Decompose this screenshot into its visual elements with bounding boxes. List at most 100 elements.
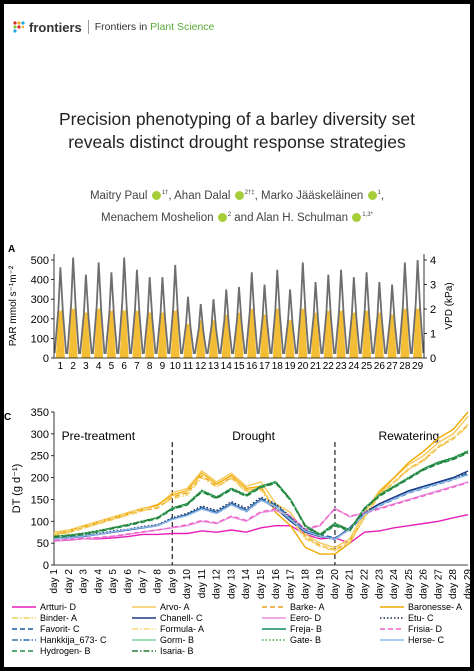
panel-c-x-tick-label: day 6	[123, 569, 134, 594]
legend-entry: Freja- B	[262, 624, 322, 634]
panel-c-x-tick-label: day 3	[79, 569, 90, 594]
phase-label: Drought	[232, 429, 275, 443]
legend-entry: Hydrogen- B	[12, 646, 91, 656]
panel-c-x-tick-label: day 25	[404, 569, 415, 599]
panel-a-day-label: 28	[399, 361, 411, 370]
orcid-icon[interactable]	[217, 213, 227, 223]
panel-c-x-tick-label: day 17	[286, 569, 297, 599]
vpd-line	[53, 257, 425, 354]
par-area	[54, 307, 424, 358]
panel-a-day-label: 27	[387, 361, 399, 370]
legend-label: Frisia- D	[408, 624, 442, 634]
journal-name[interactable]: Frontiers in Plant Science	[95, 21, 215, 33]
panel-c-y-tick-label: 250	[31, 451, 49, 463]
panel-c-x-tick-label: day 14	[241, 569, 252, 599]
panel-c-x-tick-label: day 9	[167, 569, 178, 594]
panel-c-x-tick-label: day 23	[374, 569, 385, 599]
panel-a-day-label: 22	[323, 361, 335, 370]
panel-c-x-tick-label: day 10	[182, 569, 193, 599]
logo-text: frontiers	[29, 19, 82, 35]
legend-label: Chanell- C	[160, 613, 203, 623]
panel-c-x-tick-label: day 13	[226, 569, 237, 599]
panel-c-y-tick-label: 50	[37, 538, 49, 550]
panel-c-x-tick-label: day 4	[93, 569, 104, 594]
author-affiliation: 1	[377, 190, 381, 196]
panel-a-day-label: 2	[70, 361, 76, 370]
header-divider	[87, 20, 89, 34]
panel-a-day-label: 13	[208, 361, 220, 370]
legend-label: Hankkija_673- C	[40, 635, 107, 645]
panel-c-y-tick-label: 150	[31, 494, 49, 506]
journal-header: frontiers Frontiers in Plant Science	[12, 16, 214, 38]
panel-c-x-tick-label: day 20	[330, 569, 341, 599]
orcid-icon[interactable]	[367, 191, 377, 201]
legend-label: Isaria- B	[160, 646, 194, 656]
panel-a-right-tick-label: 1	[430, 329, 436, 341]
legend-label: Hydrogen- B	[40, 646, 91, 656]
panel-a-day-label: 29	[412, 361, 424, 370]
panel-a-label: A	[8, 244, 15, 255]
panel-c-transpiration-chart: C 0 50 100 150 200 250 300 350 DT (g d⁻¹) day 1 day…	[4, 407, 470, 656]
panel-c-x-tick-label: day 28	[448, 569, 459, 599]
panel-c-x-tick-label: day 26	[419, 569, 430, 599]
legend-entry: Chanell- C	[132, 613, 203, 623]
panel-c-x-tick-label: day 11	[197, 569, 208, 599]
legend-entry: Barke- A	[262, 602, 325, 612]
series-line	[53, 473, 469, 540]
legend-label: Baronesse- A	[408, 602, 462, 612]
panel-c-x-tick-label: day 5	[108, 569, 119, 594]
article-title: Precision phenotyping of a barley divers…	[4, 108, 470, 154]
legend-entry: Frisia- D	[380, 624, 442, 634]
author-name[interactable]: Ahan Dalal	[174, 189, 231, 202]
legend-label: Gate- B	[290, 635, 321, 645]
panel-a-day-label: 6	[121, 361, 127, 370]
panel-c-y-tick-label: 100	[31, 516, 49, 528]
legend-entry: Hankkija_673- C	[12, 635, 107, 645]
panel-a-day-label: 25	[361, 361, 373, 370]
title-line-1: Precision phenotyping of a barley divers…	[58, 109, 416, 129]
panel-a-day-label: 8	[147, 361, 153, 370]
panel-a-left-tick-label: 500	[31, 255, 49, 267]
legend-entry: Binder- A	[12, 613, 77, 623]
legend-label: Eero- D	[290, 613, 322, 623]
series-line	[53, 451, 469, 538]
panel-a-day-label: 19	[284, 361, 296, 370]
legend-entry: Isaria- B	[132, 646, 194, 656]
series-line	[53, 514, 469, 544]
author-list: Maitry Paul 1†, Ahan Dalal 2†‡, Marko Jä…	[4, 184, 470, 228]
panel-a-day-label: 24	[348, 361, 360, 370]
legend-label: Etu- C	[408, 613, 434, 623]
legend-entry: Formula- A	[132, 624, 204, 634]
author-name[interactable]: Maitry Paul	[89, 189, 148, 202]
author-name[interactable]: Marko Jääskeläinen	[261, 189, 364, 202]
phase-label: Rewatering	[379, 429, 440, 443]
panel-a-day-label: 11	[183, 361, 194, 370]
series-line	[53, 481, 469, 542]
series-line	[53, 474, 469, 540]
panel-c-y-axis-title: DT (g d⁻¹)	[11, 464, 23, 514]
frontiers-logo[interactable]: frontiers	[12, 20, 82, 35]
orcid-icon[interactable]	[352, 213, 362, 223]
panel-a-right-tick-label: 2	[430, 304, 436, 316]
panel-a-left-tick-label: 200	[31, 314, 49, 326]
phase-label: Pre-treatment	[62, 429, 136, 443]
legend-entry: Etu- C	[380, 613, 434, 623]
legend-label: Binder- A	[40, 613, 77, 623]
panel-a-day-label: 15	[233, 361, 245, 370]
panel-c-x-tick-label: day 7	[138, 569, 149, 594]
panel-c-x-tick-label: day 1	[49, 569, 60, 594]
panel-a-right-axis-title: VPD (kPa)	[444, 282, 455, 329]
panel-c-x-tick-label: day 21	[345, 569, 356, 599]
author-name[interactable]: Menachem Moshelion	[101, 211, 214, 224]
legend-entry: Herse- C	[380, 635, 445, 645]
panel-c-x-tick-label: day 29	[463, 569, 470, 599]
series-line	[53, 425, 469, 552]
orcid-icon[interactable]	[234, 191, 244, 201]
panel-c-x-tick-label: day 12	[212, 569, 223, 599]
orcid-icon[interactable]	[151, 191, 161, 201]
legend-label: Favorit- C	[40, 624, 80, 634]
panel-a-day-label: 3	[83, 361, 89, 370]
panel-a-day-label: 9	[160, 361, 166, 370]
author-name[interactable]: Alan H. Schulman	[256, 211, 349, 224]
